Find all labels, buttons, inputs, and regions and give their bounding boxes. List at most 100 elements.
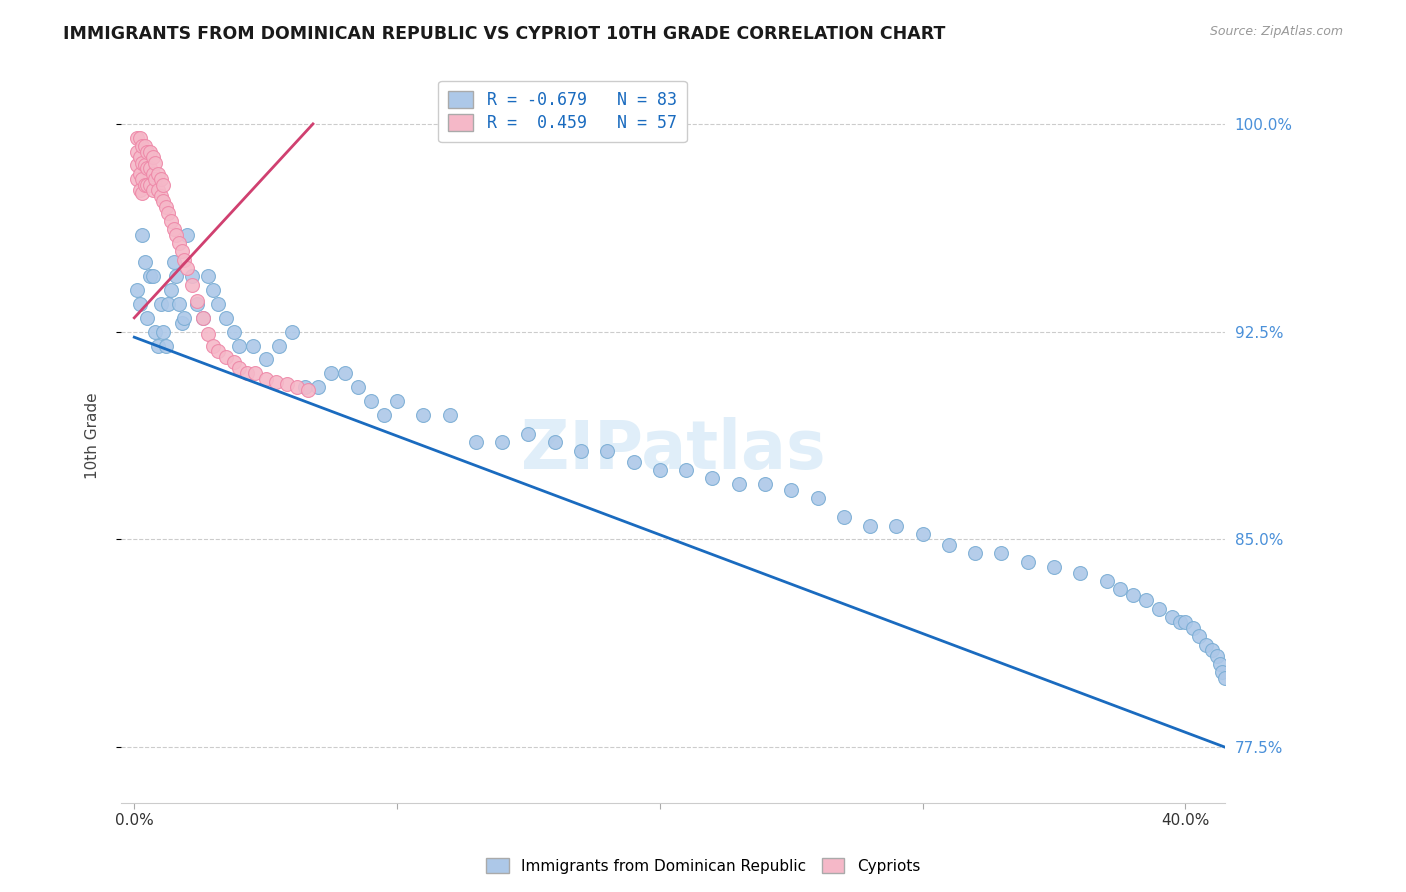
Point xyxy=(965,546,987,560)
Point xyxy=(938,538,960,552)
Point xyxy=(1206,648,1229,663)
Point xyxy=(197,269,219,284)
Point xyxy=(149,189,172,203)
Point xyxy=(134,255,156,269)
Point xyxy=(281,325,304,339)
Point xyxy=(859,518,882,533)
Point xyxy=(911,526,934,541)
Point xyxy=(128,297,150,311)
Point xyxy=(202,338,225,352)
Point xyxy=(165,269,187,284)
Point xyxy=(207,344,229,359)
Y-axis label: 10th Grade: 10th Grade xyxy=(86,392,100,479)
Point xyxy=(780,483,803,497)
Point xyxy=(307,380,329,394)
Point xyxy=(207,297,229,311)
Point xyxy=(1208,657,1230,671)
Point xyxy=(675,463,697,477)
Point xyxy=(134,178,156,192)
Point xyxy=(285,380,308,394)
Point xyxy=(134,139,156,153)
Point xyxy=(163,222,186,236)
Point xyxy=(215,310,238,325)
Point xyxy=(1135,593,1157,607)
Point xyxy=(176,260,198,275)
Point xyxy=(264,375,287,389)
Point xyxy=(136,145,159,159)
Point xyxy=(139,161,162,176)
Point xyxy=(136,310,159,325)
Point xyxy=(176,227,198,242)
Point xyxy=(727,477,749,491)
Point xyxy=(152,325,174,339)
Point xyxy=(439,408,461,422)
Point xyxy=(224,355,246,369)
Point xyxy=(125,130,148,145)
Point xyxy=(131,227,153,242)
Point xyxy=(160,214,183,228)
Point xyxy=(491,435,513,450)
Point xyxy=(125,172,148,186)
Point xyxy=(143,155,166,169)
Point xyxy=(1213,671,1236,685)
Point xyxy=(125,145,148,159)
Point xyxy=(134,158,156,172)
Point xyxy=(149,172,172,186)
Point xyxy=(146,338,169,352)
Point xyxy=(1147,601,1170,615)
Legend: R = -0.679   N = 83, R =  0.459   N = 57: R = -0.679 N = 83, R = 0.459 N = 57 xyxy=(439,80,686,142)
Point xyxy=(276,377,298,392)
Point xyxy=(464,435,486,450)
Point xyxy=(243,366,266,380)
Point xyxy=(385,393,408,408)
Point xyxy=(1195,638,1218,652)
Point xyxy=(333,366,356,380)
Point xyxy=(128,130,150,145)
Point xyxy=(139,145,162,159)
Point xyxy=(157,297,180,311)
Point xyxy=(886,518,908,533)
Point xyxy=(254,372,277,386)
Point xyxy=(191,310,214,325)
Point xyxy=(1017,555,1039,569)
Point xyxy=(152,194,174,209)
Point xyxy=(165,227,187,242)
Point xyxy=(167,297,190,311)
Point xyxy=(173,252,195,267)
Point xyxy=(754,477,776,491)
Point xyxy=(702,471,724,485)
Point xyxy=(163,255,186,269)
Point xyxy=(181,277,204,292)
Point xyxy=(373,408,395,422)
Point xyxy=(128,150,150,164)
Point xyxy=(254,352,277,367)
Point xyxy=(155,200,177,214)
Point xyxy=(1095,574,1118,588)
Point xyxy=(125,283,148,297)
Point xyxy=(136,161,159,176)
Point xyxy=(1201,643,1223,657)
Point xyxy=(191,310,214,325)
Point xyxy=(1069,566,1091,580)
Point xyxy=(186,294,208,309)
Point xyxy=(1182,621,1205,635)
Legend: Immigrants from Dominican Republic, Cypriots: Immigrants from Dominican Republic, Cypr… xyxy=(479,852,927,880)
Point xyxy=(146,167,169,181)
Point xyxy=(544,435,567,450)
Point xyxy=(412,408,434,422)
Point xyxy=(131,155,153,169)
Point xyxy=(321,366,343,380)
Point xyxy=(267,338,290,352)
Point xyxy=(170,244,193,259)
Point xyxy=(142,183,165,197)
Point xyxy=(160,283,183,297)
Point xyxy=(596,443,619,458)
Text: IMMIGRANTS FROM DOMINICAN REPUBLIC VS CYPRIOT 10TH GRADE CORRELATION CHART: IMMIGRANTS FROM DOMINICAN REPUBLIC VS CY… xyxy=(63,25,946,43)
Point xyxy=(136,178,159,192)
Point xyxy=(1043,560,1066,574)
Point xyxy=(202,283,225,297)
Point xyxy=(131,172,153,186)
Point xyxy=(131,139,153,153)
Point xyxy=(186,297,208,311)
Point xyxy=(1168,615,1191,630)
